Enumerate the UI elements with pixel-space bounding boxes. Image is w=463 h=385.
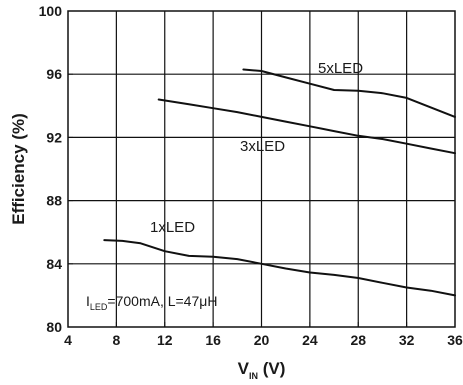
x-tick-label: 28	[350, 332, 366, 348]
x-tick-label: 4	[64, 332, 72, 348]
annotation-conditions: =700mA, L=47μH	[107, 293, 217, 309]
y-tick-label: 92	[46, 129, 62, 145]
y-tick-label: 84	[46, 256, 62, 272]
x-axis-title-main: V	[238, 359, 250, 378]
series-label-1xled: 1xLED	[150, 219, 195, 236]
annotation-i-subscript: LED	[90, 302, 108, 312]
x-tick-label: 32	[399, 332, 415, 348]
series-line-5xled	[242, 68, 456, 118]
y-tick-label: 88	[46, 193, 62, 209]
x-tick-label: 8	[112, 332, 120, 348]
condition-annotation: ILED=700mA, L=47μH	[86, 293, 217, 312]
x-tick-label: 36	[447, 332, 463, 348]
y-tick-label: 80	[46, 319, 62, 335]
x-axis-title-subscript: IN	[249, 371, 258, 381]
annotation-i: I	[86, 293, 90, 309]
x-tick-label: 24	[302, 332, 318, 348]
x-tick-label: 12	[157, 332, 173, 348]
plot-area-frame	[67, 10, 456, 328]
x-tick-label: 20	[254, 332, 270, 348]
series-line-3xled	[157, 98, 456, 155]
y-axis-title: Efficiency (%)	[9, 113, 28, 224]
series-label-5xled: 5xLED	[318, 60, 363, 77]
y-tick-label: 96	[46, 66, 62, 82]
series-lines	[103, 68, 456, 297]
x-axis-title-unit: (V)	[258, 359, 285, 378]
grid	[67, 10, 456, 328]
y-tick-label: 100	[39, 3, 63, 19]
series-line-1xled	[103, 239, 456, 297]
x-tick-label: 16	[205, 332, 221, 348]
series-label-3xled: 3xLED	[240, 138, 285, 155]
x-axis-title: VIN (V)	[238, 359, 286, 381]
tick-labels: 4 8 12 16 20 24 28 32 36 80 84 88 92 96 100	[39, 3, 463, 348]
